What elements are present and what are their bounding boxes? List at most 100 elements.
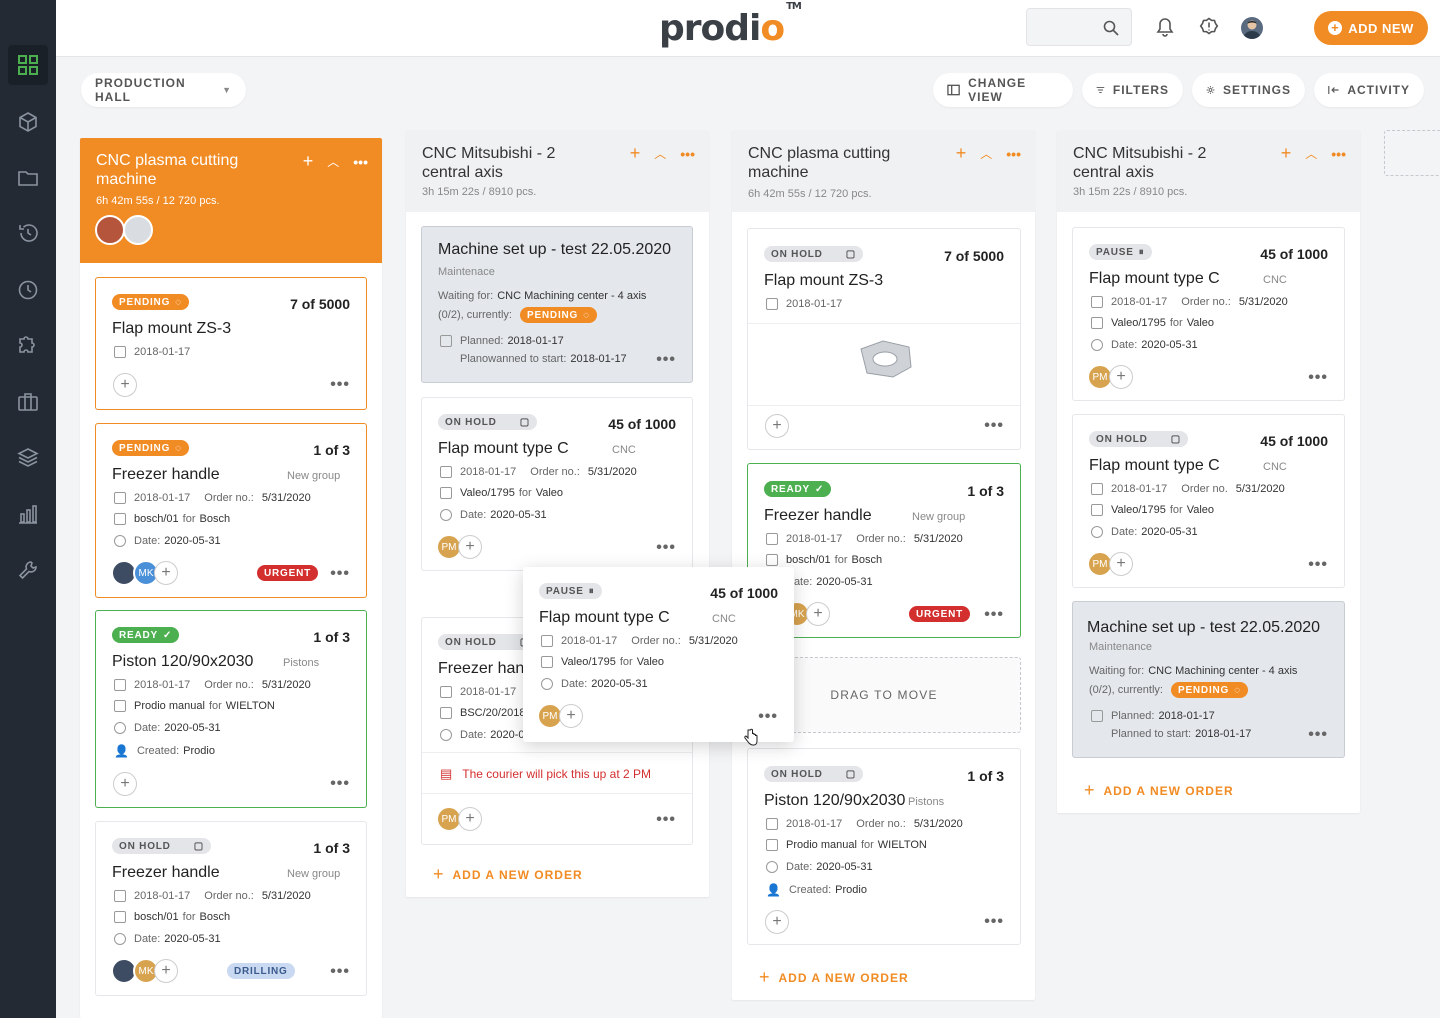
column-header: CNC Mitsubishi - 2 central axis 3h 15m 2… [406,130,709,212]
order-card[interactable]: ON HOLD ▢ 1 of 3 Piston 120/90x2030 Pisto… [747,748,1021,945]
bar-chart-icon[interactable] [8,494,48,534]
planned-start: Planned to start: 2018-01-17 [1111,728,1252,740]
more-icon[interactable]: ••• [656,539,676,556]
add-worker-button[interactable]: + [113,772,137,796]
settings-button[interactable]: SETTINGS [1192,73,1305,107]
avatar: PM [436,534,462,560]
dragging-card[interactable]: PAUSE ⏸ 45 of 1000 Flap mount type C CNC … [523,567,794,746]
chevron-up-icon[interactable]: ︿ [980,147,993,161]
search-input[interactable] [1026,8,1132,46]
wrench-icon[interactable] [8,550,48,590]
add-new-order-button[interactable]: + ADD A NEW ORDER [759,967,909,987]
column-actions: + ︿ ••• [303,151,368,172]
add-icon[interactable]: + [1280,143,1292,163]
status-badge: ON HOLD▢ [764,766,863,782]
folder-icon[interactable] [8,158,48,198]
box-icon[interactable] [8,102,48,142]
bell-icon[interactable] [1156,17,1174,37]
layers-icon[interactable] [8,437,48,477]
more-icon[interactable]: ••• [1308,556,1328,573]
dashboard-icon[interactable] [8,45,48,85]
card-client: bosch/01 for Bosch [766,554,882,566]
due-date-icon [440,509,452,521]
order-card[interactable]: PENDING ◌ 7 of 5000 Flap mount ZS-3 2018-… [95,277,367,410]
alert-icon[interactable] [1199,17,1219,37]
quantity: 1 of 3 [313,840,350,856]
status-badge: PENDING ◌ [519,307,597,323]
more-icon[interactable]: ••• [984,913,1004,930]
add-icon[interactable]: + [955,143,967,163]
add-worker-button[interactable]: + [765,910,789,934]
spinner-icon: ◌ [1234,684,1241,696]
add-new-button[interactable]: + ADD NEW [1314,11,1428,45]
add-new-order-button[interactable]: + ADD A NEW ORDER [1084,780,1234,800]
add-worker-button[interactable]: + [765,414,789,438]
more-icon[interactable]: ••• [1308,369,1328,386]
more-icon[interactable]: ••• [758,708,778,725]
add-icon[interactable]: + [302,151,314,171]
more-icon[interactable]: ••• [353,153,368,170]
order-card[interactable]: READY ✓ 1 of 3 Piston 120/90x2030 Pistons… [95,610,367,808]
plus-icon: + [433,864,445,884]
order-card[interactable]: PENDING ◌ 1 of 3 Freezer handle New group… [95,423,367,598]
order-card[interactable]: ON HOLD ▢ 1 of 3 Freezer handle New group… [95,821,367,996]
more-icon[interactable]: ••• [680,145,695,162]
more-icon[interactable]: ••• [1331,145,1346,162]
more-icon[interactable]: ••• [656,811,676,828]
card-group: Maintenance [1089,641,1152,653]
card-title: Freezer handle [112,466,220,483]
more-icon[interactable]: ••• [1006,145,1021,162]
prodio-logo[interactable]: prodioTM [659,1,802,49]
add-icon[interactable]: + [629,143,641,163]
chevron-up-icon[interactable]: ︿ [1305,147,1318,161]
clock-icon[interactable] [8,270,48,310]
more-icon[interactable]: ••• [984,606,1004,623]
add-worker-button[interactable]: + [113,373,137,397]
production-hall-select[interactable]: PRODUCTION HALL ▼ [81,73,246,107]
status-badge: ON HOLD▢ [112,838,211,854]
more-icon[interactable]: ••• [330,565,350,582]
chevron-up-icon[interactable]: ︿ [327,155,340,169]
maintenance-card[interactable]: Machine set up - test 22.05.2020 Mainten… [1072,601,1345,758]
planned-date: Planned: 2018-01-17 [440,335,564,347]
briefcase-icon[interactable] [8,382,48,422]
add-worker-button[interactable]: + [806,602,830,626]
calendar-icon [114,346,126,358]
add-worker-button[interactable]: + [1109,552,1133,576]
more-icon[interactable]: ••• [1308,726,1328,743]
card-due-date: Date: 2020-05-31 [114,535,221,547]
add-worker-button[interactable]: + [154,561,178,585]
gear-icon [1206,86,1215,94]
add-worker-button[interactable]: + [559,704,583,728]
maintenance-card[interactable]: Machine set up - test 22.05.2020 Mainten… [421,226,693,383]
order-card[interactable]: ON HOLD ▢ 45 of 1000 Flap mount type C CN… [421,397,693,571]
card-group: CNC [712,613,736,625]
more-icon[interactable]: ••• [330,775,350,792]
add-new-order-button[interactable]: + ADD A NEW ORDER [433,864,583,884]
history-icon[interactable] [8,213,48,253]
add-worker-button[interactable]: + [458,535,482,559]
add-worker-button[interactable]: + [154,959,178,983]
more-icon[interactable]: ••• [656,351,676,368]
card-note: ▤ The courier will pick this up at 2 PM [440,766,652,781]
more-icon[interactable]: ••• [984,417,1004,434]
add-worker-button[interactable]: + [458,807,482,831]
filters-button[interactable]: FILTERS [1082,73,1183,107]
chevron-up-icon[interactable]: ︿ [654,147,667,161]
add-worker-button[interactable]: + [1109,365,1133,389]
change-view-button[interactable]: CHANGE VIEW [933,73,1073,107]
divider [422,752,692,753]
spinner-icon: ◌ [175,442,182,454]
card-group: New group [287,470,341,482]
order-card[interactable]: ON HOLD ▢ 45 of 1000 Flap mount type C CN… [1072,414,1345,588]
divider [748,405,1020,406]
order-card[interactable]: PAUSE ⏸ 45 of 1000 Flap mount type C CNC … [1072,227,1345,401]
columns-icon [947,84,960,96]
more-icon[interactable]: ••• [330,963,350,980]
user-avatar[interactable] [1241,17,1263,39]
more-icon[interactable]: ••• [330,376,350,393]
order-card[interactable]: ON HOLD ▢ 7 of 5000 Flap mount ZS-3 2018-… [747,228,1021,450]
next-column-placeholder[interactable] [1384,130,1440,176]
activity-button[interactable]: ACTIVITY [1314,73,1424,107]
puzzle-icon[interactable] [8,324,48,364]
